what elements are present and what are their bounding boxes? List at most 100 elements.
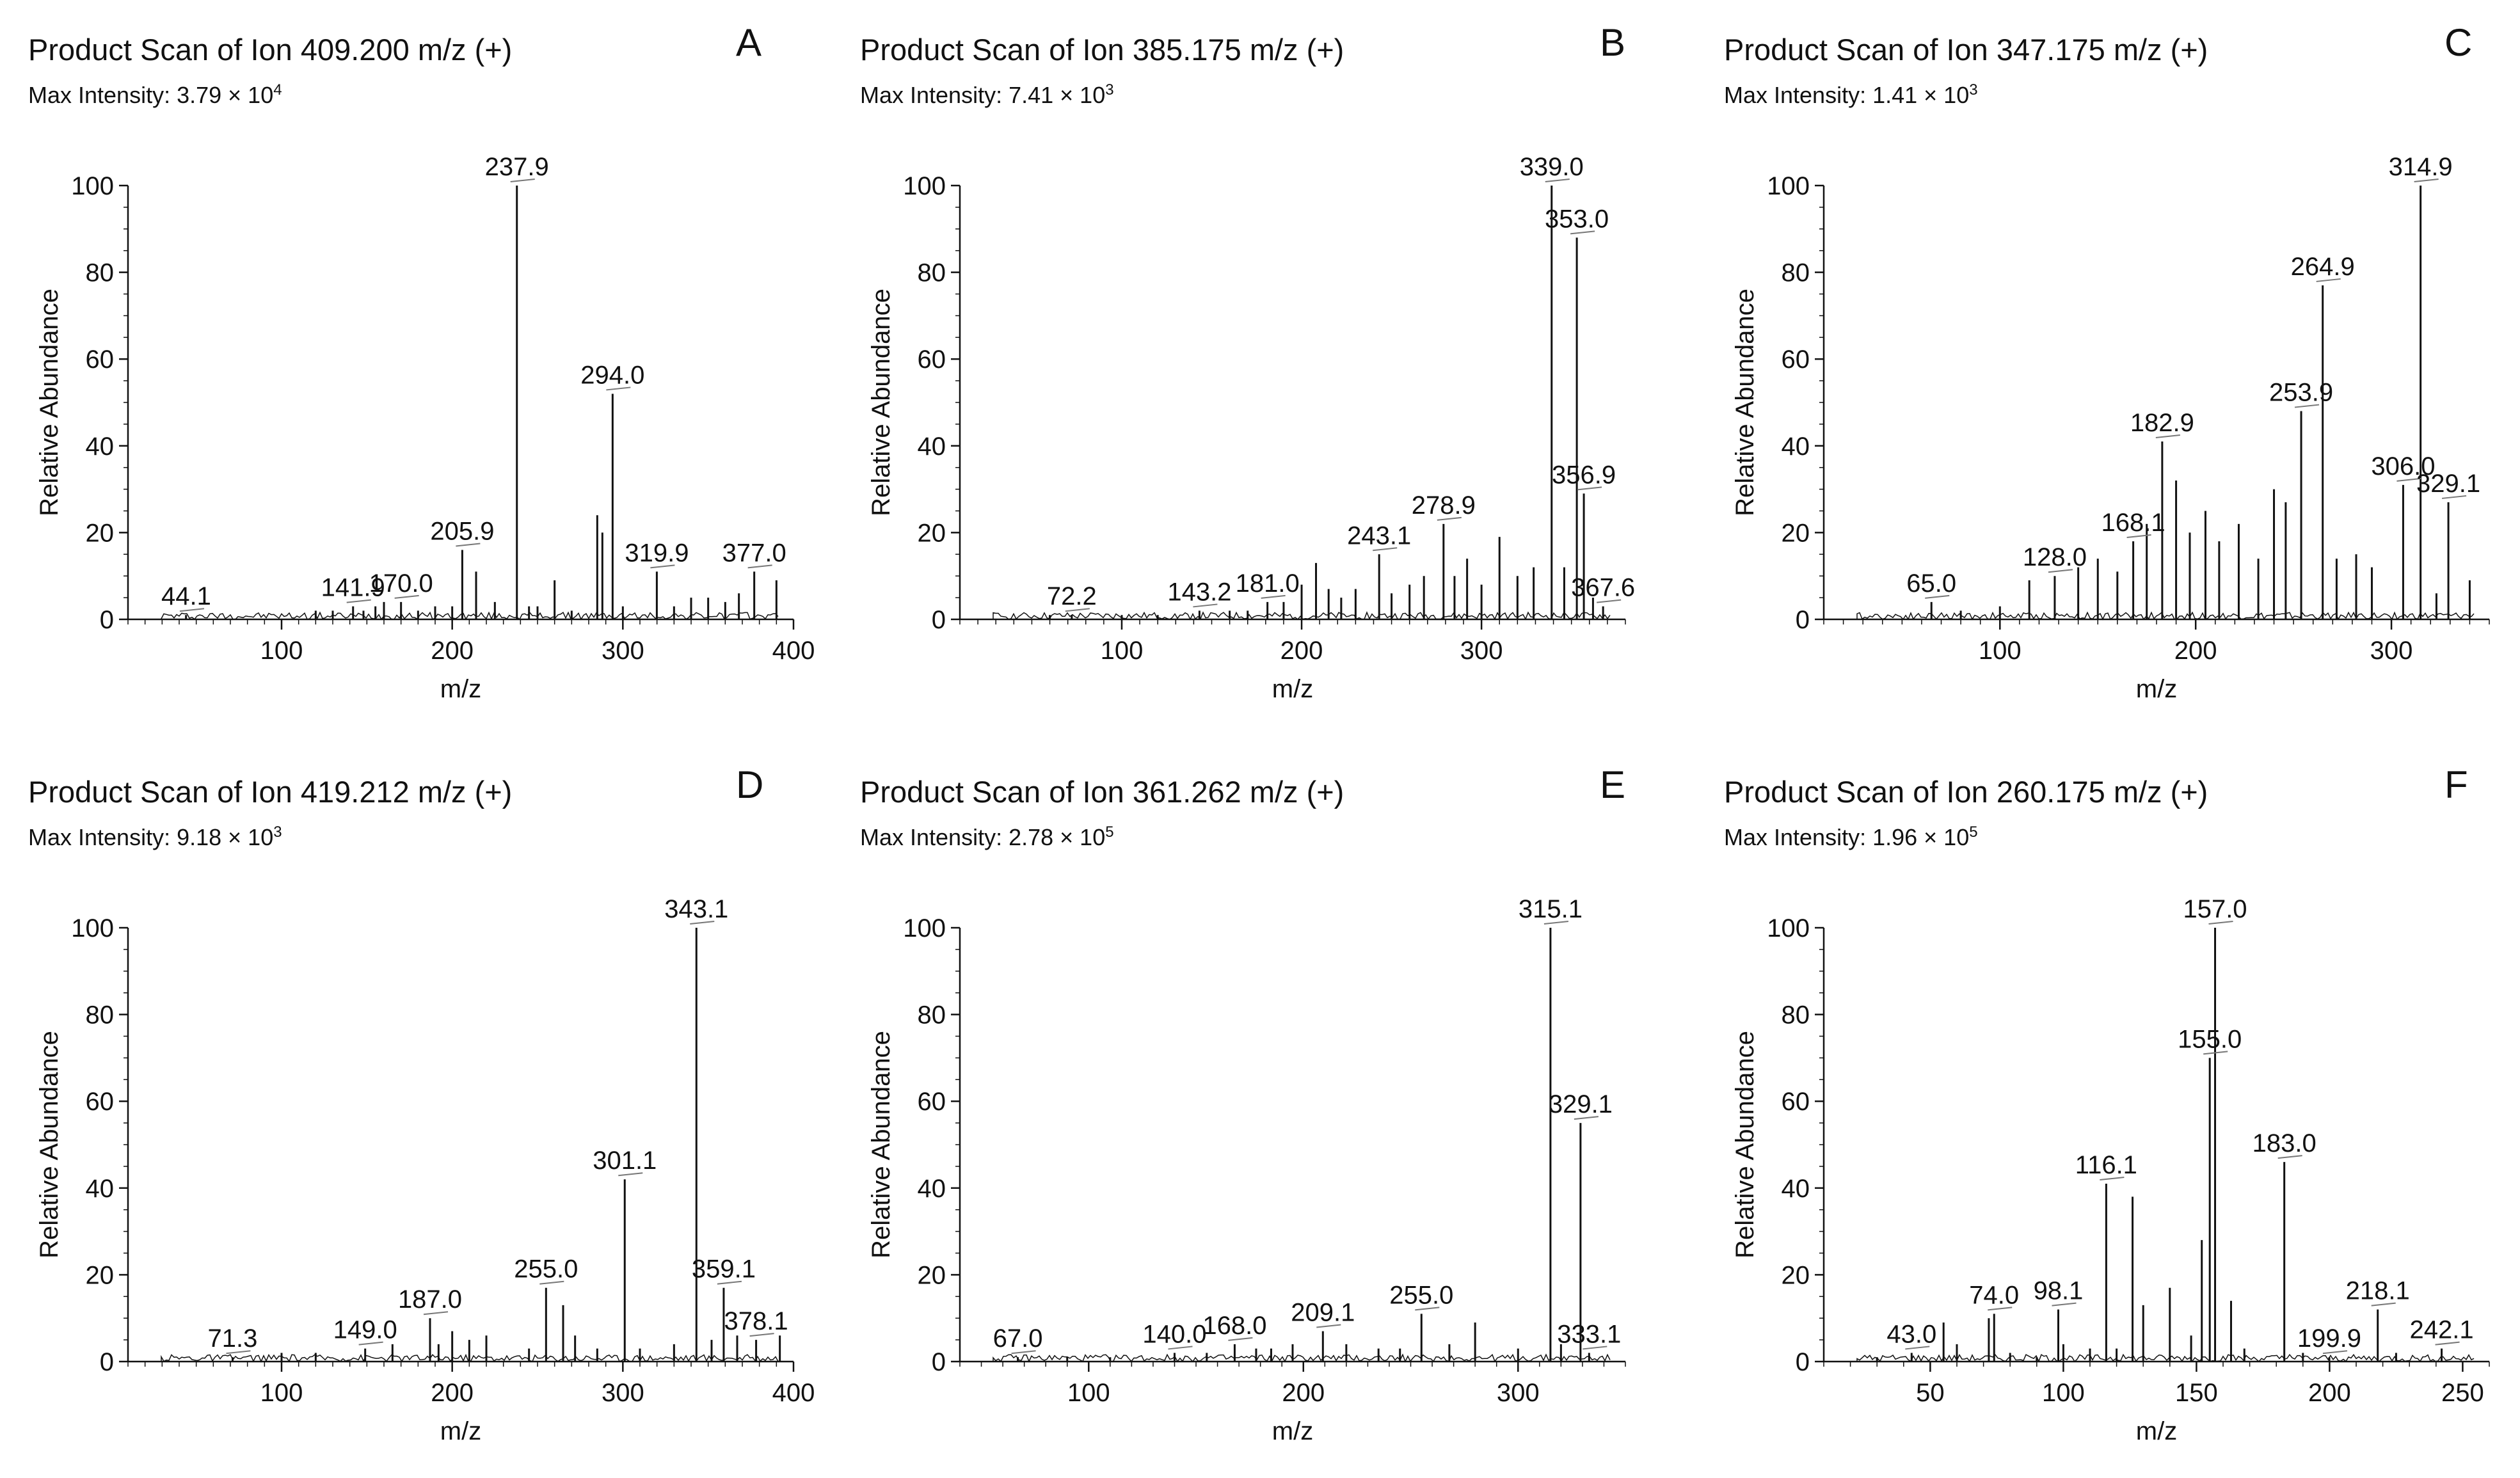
y-tick-label: 80 [918, 259, 946, 287]
y-tick-label: 60 [1782, 346, 1810, 374]
max-intensity-text: Max Intensity: 7.41 × 10 [860, 82, 1106, 108]
y-tick-label: 60 [86, 346, 115, 374]
y-axis-label: Relative Abundance [1731, 289, 1759, 516]
peak-label: 329.1 [1549, 1090, 1613, 1118]
y-tick-label: 40 [86, 1175, 115, 1203]
peak-label-leader [606, 386, 631, 391]
y-tick-label: 0 [1796, 1348, 1810, 1376]
peak-label-leader [456, 543, 481, 547]
y-tick-label: 60 [1782, 1088, 1810, 1116]
peak-label-leader [226, 1350, 251, 1355]
spectrum-chart: 0 20 40 60 80 100 100 200 300 400 m/z Relative Abun… [35, 153, 815, 703]
peak-label-leader [1065, 608, 1090, 612]
peak-label: 329.1 [2416, 470, 2480, 498]
x-tick-label: 200 [1280, 637, 1323, 665]
panel-d: Product Scan of Ion 419.212 m/z (+) Max I… [0, 742, 857, 1478]
panel-title: Product Scan of Ion 419.212 m/z (+) [28, 775, 513, 809]
peak-label: 143.2 [1167, 578, 1231, 606]
peak-label-leader [2371, 1302, 2396, 1307]
peak-label: 237.9 [485, 153, 549, 181]
peak-label: 306.0 [2371, 452, 2435, 481]
max-intensity-text: Max Intensity: 3.79 × 10 [28, 82, 274, 108]
peak-label-leader [423, 1311, 449, 1315]
peak-label: 255.0 [1389, 1281, 1453, 1309]
peak-label-leader [1583, 1346, 1607, 1350]
peak-label: 65.0 [1906, 569, 1956, 598]
y-axis-label: Relative Abundance [867, 1031, 895, 1259]
peak-label: 182.9 [2130, 409, 2194, 437]
x-tick-label: 50 [1916, 1379, 1945, 1407]
x-tick-label: 300 [602, 637, 644, 665]
peak-label-leader [1597, 599, 1622, 603]
peak-label: 356.9 [1552, 461, 1616, 489]
y-tick-label: 40 [1782, 433, 1810, 461]
x-tick-label: 100 [1067, 1379, 1110, 1407]
peak-label: 74.0 [1969, 1281, 2019, 1309]
peak-label: 98.1 [2034, 1277, 2084, 1305]
y-tick-label: 60 [918, 1088, 946, 1116]
max-intensity-exponent: 5 [1105, 823, 1114, 841]
y-tick-label: 40 [1782, 1175, 1810, 1203]
x-tick-label: 200 [1282, 1379, 1325, 1407]
peak-label-leader [1925, 594, 1950, 599]
peak-label: 116.1 [2075, 1151, 2137, 1179]
y-axis-label: Relative Abundance [867, 289, 895, 516]
peak-label: 367.6 [1571, 574, 1635, 602]
max-intensity-exponent: 5 [1969, 823, 1978, 841]
peak-label-leader [2126, 534, 2151, 538]
peak-label: 264.9 [2291, 253, 2355, 281]
x-tick-label: 400 [772, 1379, 815, 1407]
x-tick-label: 100 [1979, 637, 2022, 665]
x-axis-label: m/z [2136, 675, 2177, 703]
peak-label-leader [650, 564, 675, 569]
max-intensity-label: Max Intensity: 1.96 × 105 [1724, 824, 1978, 851]
peak-label-leader [1193, 603, 1218, 608]
peak-label-leader [1905, 1346, 1930, 1350]
peak-label-leader [717, 1280, 742, 1285]
y-tick-label: 0 [100, 606, 114, 634]
x-tick-label: 200 [2308, 1379, 2351, 1407]
peak-label: 333.1 [1557, 1320, 1621, 1348]
x-tick-label: 200 [431, 1379, 474, 1407]
peak-label-leader [2441, 495, 2467, 499]
peak-label: 319.9 [625, 539, 689, 567]
peak-label: 140.0 [1142, 1320, 1206, 1348]
y-tick-label: 80 [1782, 259, 1810, 287]
x-tick-label: 300 [602, 1379, 644, 1407]
panel-title: Product Scan of Ion 385.175 m/z (+) [860, 33, 1344, 67]
y-tick-label: 100 [71, 914, 114, 942]
peak-label-leader [510, 179, 535, 182]
panel-letter: E [1600, 763, 1626, 806]
panel-letter: B [1600, 21, 1626, 64]
y-tick-label: 80 [86, 259, 115, 287]
max-intensity-text: Max Intensity: 1.96 × 10 [1724, 824, 1970, 850]
peak-label: 155.0 [2178, 1025, 2242, 1053]
peak-label: 71.3 [208, 1324, 258, 1353]
max-intensity-label: Max Intensity: 7.41 × 103 [860, 82, 1114, 109]
peak-label: 168.1 [2101, 509, 2165, 537]
x-tick-label: 100 [1101, 637, 1144, 665]
peak-label-leader [1415, 1307, 1440, 1311]
peak-label-leader [1988, 1307, 2013, 1311]
y-tick-label: 100 [903, 914, 946, 942]
x-tick-label: 200 [431, 637, 474, 665]
peak-label: 218.1 [2346, 1277, 2410, 1305]
x-tick-label: 100 [260, 637, 303, 665]
peak-label-leader [618, 1172, 643, 1177]
y-tick-label: 20 [86, 1261, 115, 1289]
x-tick-label: 100 [2042, 1379, 2085, 1407]
peak-label-leader [2294, 404, 2320, 408]
peak-label-leader [1261, 594, 1286, 599]
y-tick-label: 100 [71, 172, 114, 200]
peak-label: 205.9 [430, 518, 494, 546]
y-axis-label: Relative Abundance [35, 289, 63, 516]
peak-label-leader [749, 1333, 774, 1337]
x-tick-label: 100 [260, 1379, 303, 1407]
peak-label: 378.1 [724, 1307, 788, 1335]
peak-label-leader [2155, 434, 2180, 439]
baseline-noise [993, 1353, 1611, 1363]
peak-label: 43.0 [1886, 1320, 1936, 1348]
peak-label-leader [1574, 1116, 1599, 1120]
peak-label: 209.1 [1291, 1299, 1355, 1327]
max-intensity-label: Max Intensity: 9.18 × 103 [28, 824, 282, 851]
